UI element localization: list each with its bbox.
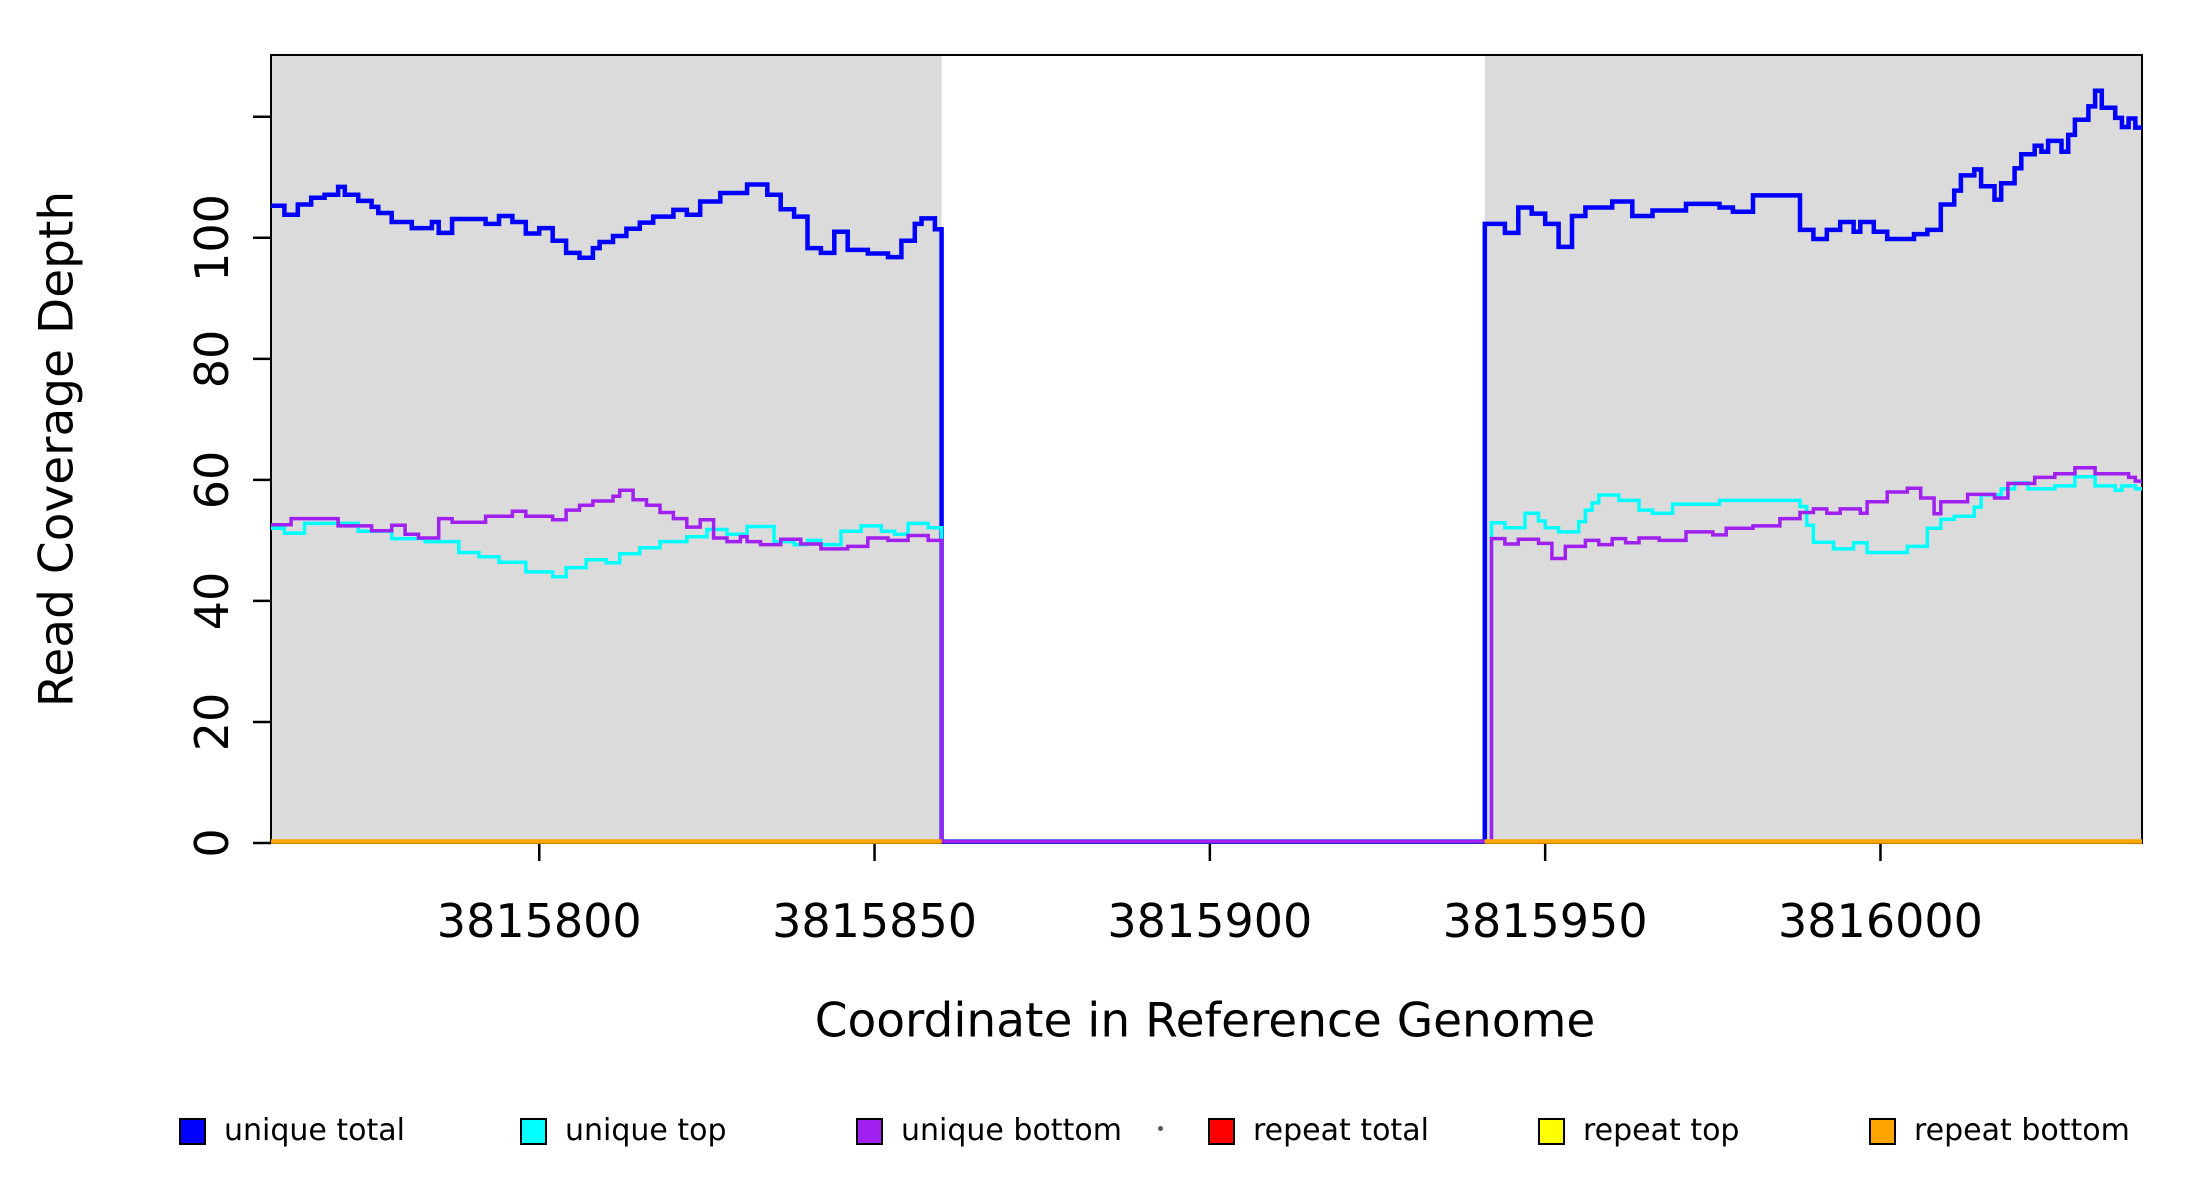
x-tick-label: 3815900 (1107, 894, 1313, 948)
legend-item-unique-top: unique top (520, 1112, 727, 1150)
legend-item-repeat-total: repeat total (1208, 1112, 1429, 1150)
legend-item-unique-total: unique total (179, 1112, 405, 1150)
legend-key-swatch (1869, 1117, 1896, 1145)
shaded-region-2 (1484, 55, 2142, 843)
y-tick-label: 20 (185, 692, 239, 752)
x-axis-title: Coordinate in Reference Genome (814, 993, 1596, 1049)
legend-item-repeat-top: repeat top (1538, 1112, 1739, 1150)
x-tick-label: 3815800 (436, 894, 642, 948)
y-axis-title: Read Coverage Depth (29, 190, 85, 708)
stray-dot (1158, 1126, 1163, 1131)
legend-key-swatch (1538, 1117, 1565, 1145)
y-tick-label: 100 (185, 193, 239, 282)
legend-key-swatch (179, 1117, 206, 1145)
y-tick-label: 40 (185, 571, 239, 631)
shaded-region-1 (271, 55, 942, 843)
x-tick-label: 3815950 (1442, 894, 1648, 948)
series-unique-top-line (271, 475, 2142, 844)
legend-key-swatch (1208, 1117, 1235, 1145)
y-tick-label: 0 (185, 828, 239, 858)
y-tick-label: 80 (185, 329, 239, 389)
x-tick-label: 3815850 (772, 894, 977, 948)
legend-item-unique-bottom: unique bottom (856, 1112, 1122, 1150)
series-unique-bottom-line (271, 466, 2142, 844)
y-tick-label: 60 (185, 450, 239, 510)
legend-key-swatch (520, 1117, 547, 1145)
x-tick-label: 3816000 (1778, 894, 1983, 948)
legend-key-swatch (856, 1117, 883, 1145)
legend-label: repeat bottom (1914, 1113, 2130, 1148)
legend-label: unique total (224, 1113, 406, 1148)
legend-label: repeat total (1253, 1113, 1429, 1148)
legend-label: repeat top (1583, 1113, 1740, 1148)
legend-label: unique bottom (901, 1113, 1122, 1148)
legend-item-repeat-bottom: repeat bottom (1869, 1112, 2130, 1150)
legend-label: unique top (565, 1113, 727, 1148)
